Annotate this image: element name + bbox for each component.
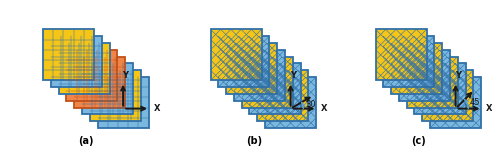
Bar: [422, 70, 474, 121]
Bar: [58, 43, 110, 94]
Bar: [234, 50, 285, 101]
Bar: [406, 57, 458, 108]
Text: Y: Y: [122, 71, 128, 80]
Bar: [376, 29, 426, 80]
Bar: [98, 77, 148, 128]
Bar: [74, 57, 125, 108]
Text: X: X: [321, 104, 328, 113]
Bar: [384, 36, 434, 87]
Text: X: X: [154, 104, 160, 113]
Bar: [399, 50, 450, 101]
Text: X: X: [486, 104, 492, 113]
Bar: [414, 63, 466, 114]
Bar: [43, 29, 94, 80]
Bar: [265, 77, 316, 128]
Bar: [51, 36, 102, 87]
Text: (a): (a): [78, 136, 94, 146]
Bar: [242, 57, 292, 108]
Text: Y: Y: [290, 71, 296, 80]
Bar: [430, 77, 481, 128]
Text: 45: 45: [470, 98, 480, 107]
Bar: [391, 43, 442, 94]
Text: (c): (c): [412, 136, 426, 146]
Bar: [66, 50, 118, 101]
Text: 30: 30: [305, 100, 316, 109]
Bar: [250, 63, 300, 114]
Text: Y: Y: [454, 71, 460, 80]
Text: (b): (b): [246, 136, 262, 146]
Bar: [90, 70, 141, 121]
Bar: [226, 43, 277, 94]
Bar: [82, 63, 133, 114]
Bar: [210, 29, 262, 80]
Bar: [218, 36, 270, 87]
Bar: [258, 70, 308, 121]
